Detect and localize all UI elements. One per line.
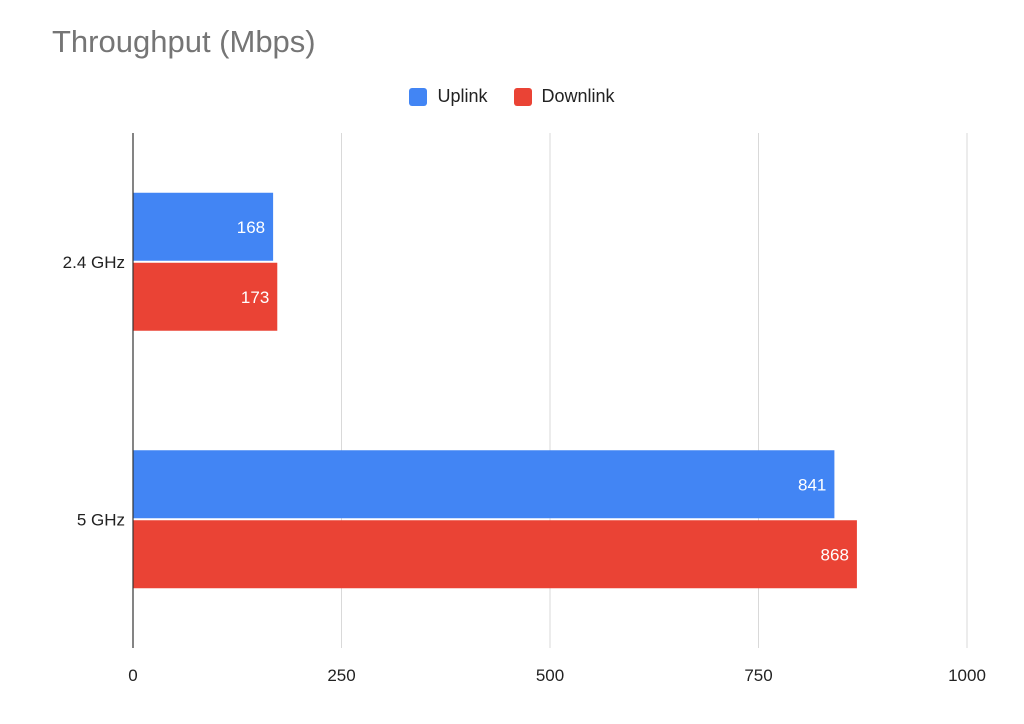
data-label-downlink-1: 868: [821, 545, 849, 564]
x-tick-label-750: 750: [744, 666, 772, 685]
bar-uplink-1: [133, 450, 835, 519]
data-label-uplink-0: 168: [237, 218, 265, 237]
legend: Uplink Downlink: [0, 86, 1024, 107]
x-tick-label-1000: 1000: [948, 666, 986, 685]
data-label-downlink-0: 173: [241, 288, 269, 307]
legend-entry-uplink: Uplink: [409, 86, 488, 107]
category-label-0: 2.4 GHz: [63, 253, 125, 272]
x-tick-label-500: 500: [536, 666, 564, 685]
category-label-1: 5 GHz: [77, 510, 125, 529]
legend-swatch-downlink: [513, 87, 532, 106]
legend-label-downlink: Downlink: [541, 86, 615, 106]
legend-entry-downlink: Downlink: [513, 86, 615, 107]
x-tick-label-0: 0: [128, 666, 137, 685]
x-tick-label-250: 250: [327, 666, 355, 685]
bar-downlink-1: [133, 520, 857, 589]
chart-title: Throughput (Mbps): [52, 24, 316, 59]
data-label-uplink-1: 841: [798, 475, 826, 494]
legend-swatch-uplink: [409, 87, 428, 106]
legend-label-uplink: Uplink: [437, 86, 488, 106]
bar-uplink-0: [133, 192, 274, 261]
bar-downlink-0: [133, 262, 278, 331]
